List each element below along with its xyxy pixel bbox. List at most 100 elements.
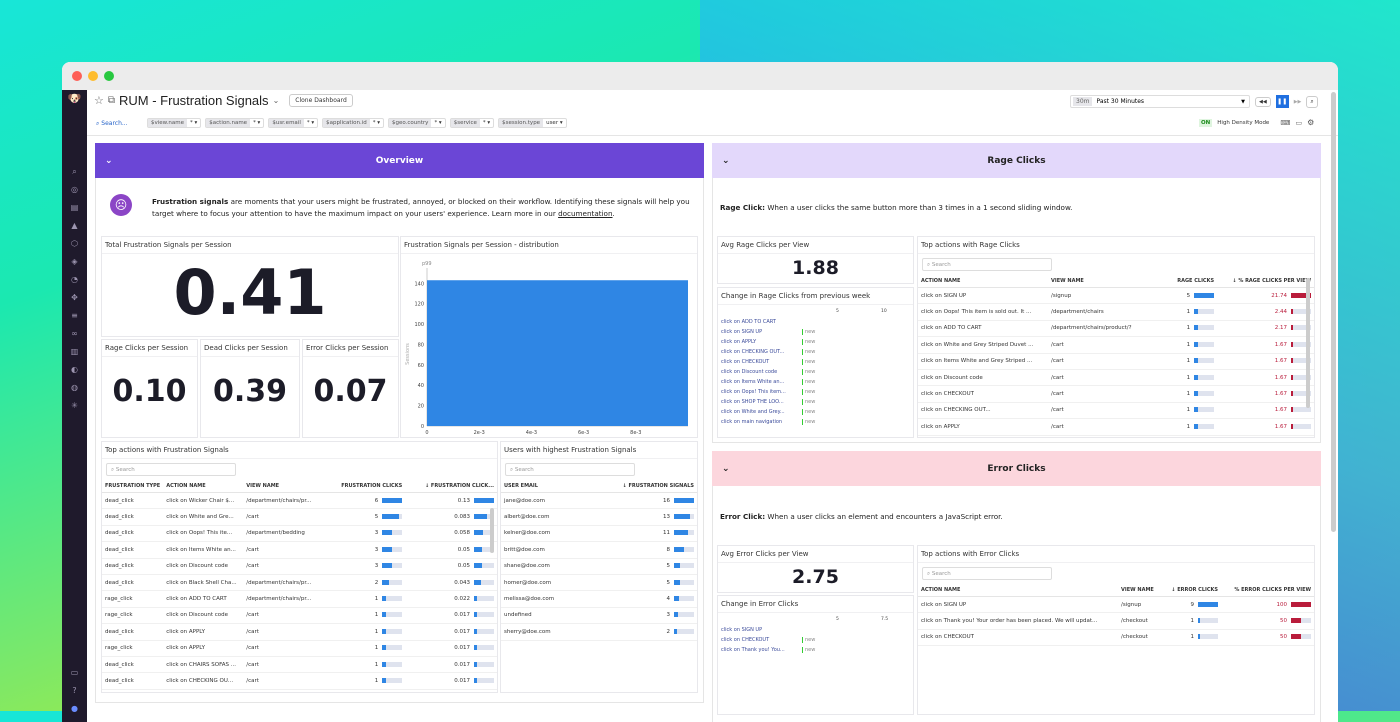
column-header[interactable]: VIEW NAME: [243, 480, 324, 493]
column-header[interactable]: FRUSTRATION TYPE: [102, 480, 164, 493]
table-row[interactable]: albert@doe.com 13: [501, 508, 697, 526]
clone-dashboard-button[interactable]: Clone Dashboard: [289, 94, 353, 107]
settings-icon[interactable]: ✳: [71, 401, 78, 410]
zoom-search-button[interactable]: ⌕: [1306, 95, 1318, 108]
table-row[interactable]: click on SIGN UP/signup 9 100: [918, 596, 1314, 614]
column-header[interactable]: VIEW NAME: [1048, 275, 1168, 288]
minimize-window-button[interactable]: [88, 71, 98, 81]
column-header[interactable]: ↓ % RAGE CLICKS PER VIEW: [1217, 275, 1314, 288]
search-icon[interactable]: ⌕: [72, 167, 77, 176]
apm-icon[interactable]: ◈: [71, 257, 78, 266]
density-toggle[interactable]: ON: [1199, 118, 1213, 127]
table-row[interactable]: rage_click click on Discount code/cart 1 0.…: [102, 607, 497, 625]
table-row[interactable]: click on Thank you! Your order has been …: [918, 612, 1314, 630]
filter-viewname[interactable]: $view.name * ▾: [147, 118, 202, 128]
table-row[interactable]: melissa@doe.com 4: [501, 590, 697, 608]
rum-icon[interactable]: ◐: [71, 365, 78, 374]
collapse-chevron-icon[interactable]: ⌄: [722, 155, 730, 166]
table-row[interactable]: britt@doe.com 8: [501, 541, 697, 559]
table-row[interactable]: dead_click click on CHECKING OU.../cart 1 0…: [102, 672, 497, 690]
table-row[interactable]: click on CHECKOUT/checkout 1 50: [918, 629, 1314, 647]
chevron-down-icon[interactable]: ⌄: [272, 96, 280, 105]
change-item[interactable]: click on CHECKING OUT... new: [718, 347, 913, 357]
rage-header[interactable]: ⌄ Rage Clicks: [712, 143, 1321, 178]
collapse-chevron-icon[interactable]: ⌄: [105, 155, 113, 166]
change-item[interactable]: click on main navigation new: [718, 417, 913, 427]
logs-icon[interactable]: ≡: [71, 311, 78, 320]
documentation-link[interactable]: documentation: [558, 208, 613, 218]
change-item[interactable]: click on Discount code new: [718, 367, 913, 377]
table-row[interactable]: dead_click click on Oops! This ite.../dep…: [102, 525, 497, 543]
table-row[interactable]: dead_click click on Wicker Chair $.../dep…: [102, 492, 497, 510]
link-icon[interactable]: ∞: [71, 329, 78, 338]
filter-applicationid[interactable]: $application.id * ▾: [322, 118, 384, 128]
column-header[interactable]: ↓ FRUSTRATION CLICK...: [405, 480, 497, 493]
table-row[interactable]: click on CHECKOUT/cart 1 1.67: [918, 385, 1314, 403]
table-row[interactable]: rage_click click on ADD TO CART/departmen…: [102, 590, 497, 608]
change-item[interactable]: click on Items White an... new: [718, 377, 913, 387]
filter-sessiontype[interactable]: $session.type user ▾: [498, 118, 567, 128]
collapse-chevron-icon[interactable]: ⌄: [722, 463, 730, 474]
change-item[interactable]: click on White and Grey... new: [718, 407, 913, 417]
page-scrollbar[interactable]: [1331, 92, 1336, 532]
table-row[interactable]: click on Oops! This item is sold out. It…: [918, 303, 1314, 321]
overview-header[interactable]: ⌄ Overview: [95, 143, 704, 178]
column-header[interactable]: ACTION NAME: [918, 584, 1118, 597]
column-header[interactable]: USER EMAIL: [501, 480, 584, 493]
table-row[interactable]: dead_click click on Discount code/cart 3 0.…: [102, 558, 497, 575]
pause-button[interactable]: ❚❚: [1275, 95, 1289, 108]
table-row[interactable]: dead_click click on CHAIRS SOFAS .../cart…: [102, 656, 497, 674]
change-item[interactable]: click on Thank you! You... new: [718, 645, 913, 655]
maximize-window-button[interactable]: [104, 71, 114, 81]
table-scrollbar[interactable]: [490, 508, 494, 553]
close-window-button[interactable]: [72, 71, 82, 81]
table-row[interactable]: dead_click click on APPLY/cart 1 0.017: [102, 623, 497, 641]
filter-actionname[interactable]: $action.name * ▾: [205, 118, 265, 128]
table-row[interactable]: click on CHECKING OUT.../cart 1 1.67: [918, 402, 1314, 420]
table-row[interactable]: click on White and Grey Striped Duvet ..…: [918, 336, 1314, 354]
search-button[interactable]: ⌕ Search...: [96, 120, 128, 127]
table-row[interactable]: click on Discount code/cart 1 1.67: [918, 369, 1314, 387]
search-input[interactable]: ⌕ Search: [505, 463, 635, 476]
table-row[interactable]: homer@doe.com 5: [501, 574, 697, 592]
change-item[interactable]: click on CHECKOUT new: [718, 357, 913, 367]
change-item[interactable]: click on SIGN UP new: [718, 327, 913, 337]
gear-icon[interactable]: ⚙: [1307, 118, 1315, 127]
change-item[interactable]: click on APPLY new: [718, 337, 913, 347]
monitor-icon[interactable]: ◔: [71, 275, 78, 284]
logo-icon[interactable]: 🐶: [67, 92, 82, 105]
forward-button[interactable]: ▶▶: [1293, 98, 1302, 105]
filter-usremail[interactable]: $usr.email * ▾: [268, 118, 319, 128]
column-header[interactable]: ↓ ERROR CLICKS: [1161, 584, 1222, 597]
table-row[interactable]: jane@doe.com 16: [501, 492, 697, 510]
tv-mode-icon[interactable]: ▭: [1295, 118, 1303, 127]
table-row[interactable]: click on Items White and Grey Striped ..…: [918, 353, 1314, 370]
column-header[interactable]: % ERROR CLICKS PER VIEW: [1221, 584, 1314, 597]
search-input[interactable]: ⌕ Search: [106, 463, 236, 476]
rewind-button[interactable]: ◀◀: [1255, 96, 1271, 107]
change-item[interactable]: click on SIGN UP: [718, 625, 913, 635]
filter-geocountry[interactable]: $geo.country * ▾: [388, 118, 446, 128]
table-scrollbar[interactable]: [1306, 278, 1310, 408]
table-row[interactable]: undefined 3: [501, 607, 697, 625]
table-row[interactable]: rage_click click on APPLY/cart 1 0.017: [102, 640, 497, 657]
keyboard-icon[interactable]: ⌨: [1280, 118, 1291, 127]
table-row[interactable]: dead_click click on Items White an.../car…: [102, 541, 497, 559]
column-header[interactable]: RAGE CLICKS: [1168, 275, 1218, 288]
integrations-icon[interactable]: ✥: [71, 293, 78, 302]
user-avatar[interactable]: ●: [71, 704, 78, 713]
table-row[interactable]: sherry@doe.com 2: [501, 623, 697, 641]
change-item[interactable]: click on SHOP THE LOO... new: [718, 397, 913, 407]
column-header[interactable]: ACTION NAME: [918, 275, 1048, 288]
error-header[interactable]: ⌄ Error Clicks: [712, 451, 1321, 486]
change-item[interactable]: click on ADD TO CART: [718, 317, 913, 327]
table-row[interactable]: click on ADD TO CART/department/chairs/p…: [918, 320, 1314, 338]
column-header[interactable]: ↓ FRUSTRATION SIGNALS: [583, 480, 697, 493]
change-item[interactable]: click on Oops! This item... new: [718, 387, 913, 397]
table-row[interactable]: dead_click click on Black Shell Cha.../de…: [102, 574, 497, 592]
binoculars-icon[interactable]: ◎: [71, 185, 78, 194]
dashboard-icon[interactable]: ▤: [70, 203, 79, 212]
security-icon[interactable]: ◍: [71, 383, 78, 392]
infra-icon[interactable]: ⬡: [71, 239, 78, 248]
search-input[interactable]: ⌕ Search: [922, 258, 1052, 271]
